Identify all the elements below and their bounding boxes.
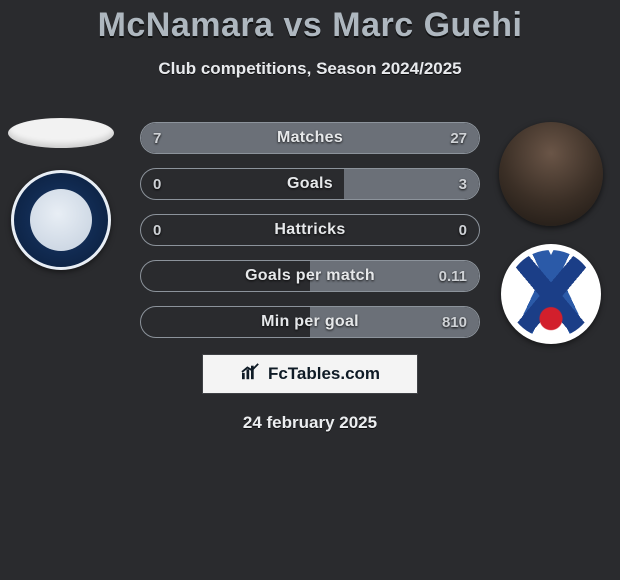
stat-row-goals-per-match: Goals per match 0.11 (140, 260, 480, 292)
stat-value-right: 0.11 (439, 261, 467, 291)
player-left-avatar-placeholder (8, 118, 114, 148)
stats-container: 7 Matches 27 0 Goals 3 0 Hattricks 0 Goa… (140, 122, 480, 352)
stat-value-right: 810 (442, 307, 467, 337)
player-right-avatar (499, 122, 603, 226)
stat-row-min-per-goal: Min per goal 810 (140, 306, 480, 338)
stat-value-right: 0 (459, 215, 467, 245)
source-label: FcTables.com (268, 364, 380, 384)
stat-label: Goals (141, 169, 479, 199)
stat-label: Min per goal (141, 307, 479, 337)
player-left-column (6, 118, 116, 270)
club-badge-right (501, 244, 601, 344)
stat-label: Hattricks (141, 215, 479, 245)
stat-label: Matches (141, 123, 479, 153)
stat-value-right: 3 (459, 169, 467, 199)
page-title: McNamara vs Marc Guehi (0, 6, 620, 45)
stat-row-matches: 7 Matches 27 (140, 122, 480, 154)
source-badge: FcTables.com (202, 354, 418, 394)
comparison-infographic: McNamara vs Marc Guehi Club competitions… (0, 0, 620, 580)
club-badge-left (11, 170, 111, 270)
stat-row-hattricks: 0 Hattricks 0 (140, 214, 480, 246)
stat-label: Goals per match (141, 261, 479, 291)
date: 24 february 2025 (0, 413, 620, 433)
stat-value-right: 27 (450, 123, 467, 153)
chart-icon (240, 363, 262, 386)
player-right-column (496, 122, 606, 344)
subtitle: Club competitions, Season 2024/2025 (0, 59, 620, 79)
stat-row-goals: 0 Goals 3 (140, 168, 480, 200)
